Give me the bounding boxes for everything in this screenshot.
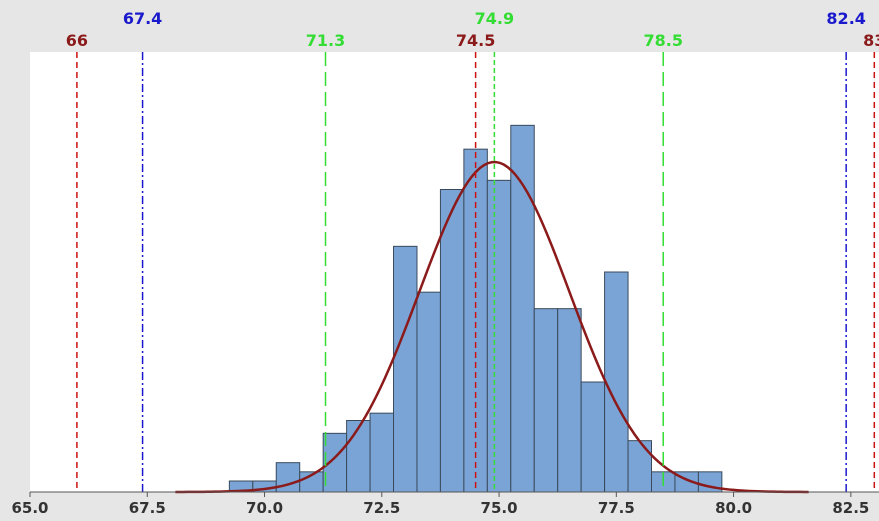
histogram-bar <box>533 308 559 493</box>
x-tick-label: 75.0 <box>481 499 518 517</box>
histogram-bar <box>580 381 606 493</box>
histogram-bar <box>627 440 653 493</box>
x-tick-label: 80.0 <box>715 499 752 517</box>
histogram-bar <box>369 412 395 493</box>
reference-line-label: 66 <box>66 31 88 50</box>
histogram-bar <box>346 420 371 493</box>
histogram-bar <box>463 148 488 493</box>
histogram-bar <box>416 291 441 493</box>
normal-fit-curve <box>175 160 809 494</box>
x-tick-label: 67.5 <box>129 499 166 517</box>
x-tick-label: 70.0 <box>246 499 283 517</box>
reference-line-label: 74.5 <box>456 31 495 50</box>
histogram-bar <box>322 432 348 493</box>
x-tick-label: 82.5 <box>832 499 869 517</box>
x-tick-label: 65.0 <box>11 499 48 517</box>
histogram-bar <box>439 189 465 493</box>
x-axis-ticks: 65.0 67.5 70.0 72.5 75.0 77.5 80.0 82.5 <box>11 492 869 517</box>
histogram-bar <box>393 245 418 493</box>
histogram-bar <box>557 308 582 493</box>
histogram-bar <box>604 271 629 493</box>
histogram-bar <box>486 179 512 493</box>
reference-line-label: 74.9 <box>475 9 514 28</box>
reference-line-label: 78.5 <box>643 31 682 50</box>
reference-line-labels: 66 67.4 71.3 74.5 74.9 78.5 82.4 83 <box>66 9 879 50</box>
reference-line-label: 83 <box>863 31 879 50</box>
reference-line-label: 82.4 <box>826 9 865 28</box>
histogram-bar <box>510 124 535 493</box>
reference-line-label: 71.3 <box>306 31 345 50</box>
x-tick-label: 72.5 <box>363 499 400 517</box>
fit-curve-group <box>175 160 809 494</box>
reference-line-label: 67.4 <box>123 9 162 28</box>
histogram-bars <box>228 124 723 493</box>
x-tick-label: 77.5 <box>598 499 635 517</box>
reference-lines <box>76 52 876 492</box>
